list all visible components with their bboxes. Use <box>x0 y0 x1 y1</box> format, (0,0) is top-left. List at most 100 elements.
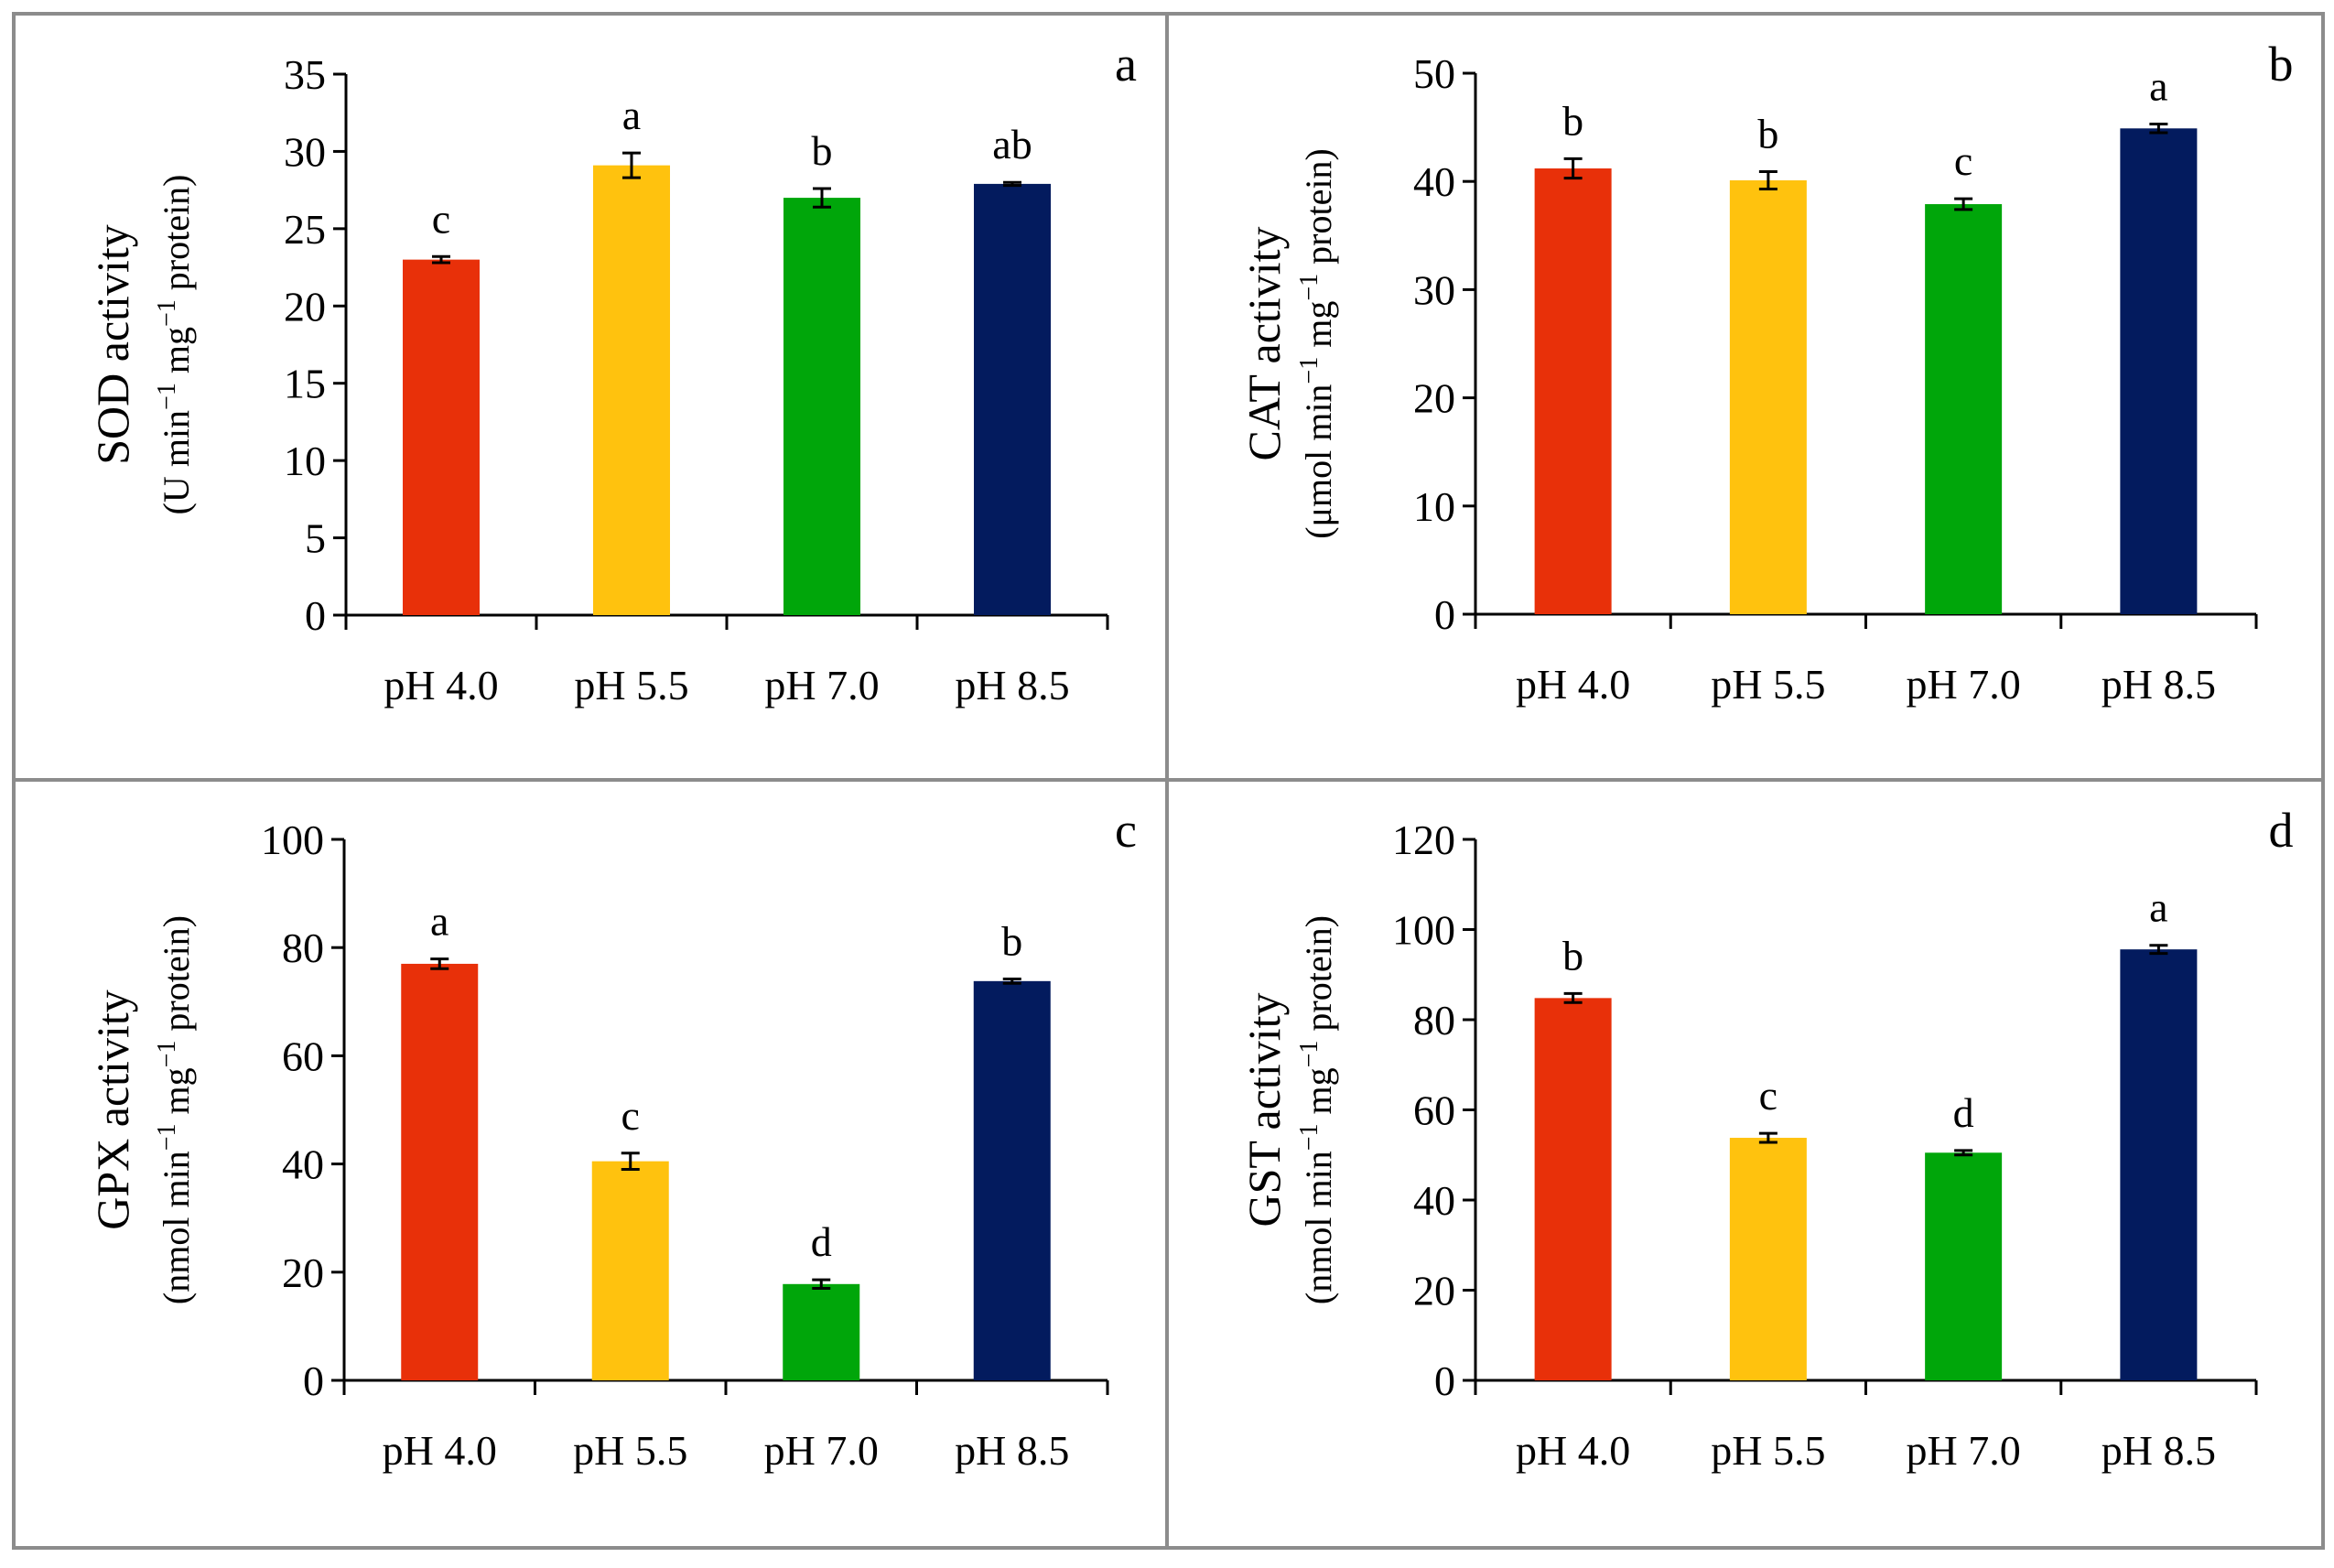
units-superscript: −1 <box>1295 1041 1324 1068</box>
y-tick-label: 0 <box>1434 591 1455 638</box>
units-text: (nmol min <box>156 1151 197 1304</box>
bar-pH-5-5 <box>593 165 670 615</box>
significance-letter: d <box>1953 1089 1974 1136</box>
x-category-label: pH 5.5 <box>574 662 688 708</box>
x-category-label: pH 5.5 <box>1711 661 1825 708</box>
y-tick-label: 0 <box>303 1357 324 1404</box>
units-superscript: −1 <box>153 383 181 410</box>
chart-panel-d: 0 20 40 60 80 100 120 b pH 4.0 c pH 5.5 d pH 7.0 a pH … <box>1238 803 2294 1474</box>
y-axis-units: (nmol min−1 mg−1 protein) <box>153 915 198 1304</box>
y-tick-label: 30 <box>284 128 326 175</box>
y-tick-label: 80 <box>282 925 324 971</box>
bar-pH-4-0 <box>401 963 479 1380</box>
significance-letter: b <box>812 127 833 174</box>
y-axis-title: GST activity <box>1238 992 1290 1227</box>
x-category-label: pH 4.0 <box>1516 661 1630 708</box>
y-tick-label: 100 <box>261 816 324 863</box>
y-tick-label: 10 <box>1413 483 1455 530</box>
units-superscript: −1 <box>1295 1123 1324 1151</box>
x-category-label: pH 8.5 <box>2102 1427 2216 1474</box>
y-axis-title: SOD activity <box>87 224 138 464</box>
units-text: (μmol min <box>1298 384 1339 539</box>
bar-pH-5-5 <box>1729 180 1807 614</box>
y-tick-label: 20 <box>282 1249 324 1296</box>
y-tick-label: 35 <box>284 51 326 98</box>
y-tick-label: 100 <box>1392 907 1455 954</box>
panel-letter: b <box>2269 37 2294 92</box>
y-tick-label: 10 <box>284 438 326 484</box>
significance-letter: a <box>430 898 448 945</box>
x-category-label: pH 7.0 <box>764 1427 879 1474</box>
y-tick-label: 40 <box>1413 1177 1455 1224</box>
y-tick-label: 40 <box>1413 158 1455 205</box>
x-category-label: pH 4.0 <box>384 662 498 708</box>
x-category-label: pH 4.0 <box>1516 1427 1630 1474</box>
units-text: protein) <box>1298 148 1339 274</box>
y-axis-units: (nmol min−1 mg−1 protein) <box>1295 915 1340 1304</box>
bar-pH-7-0 <box>1925 1152 2003 1380</box>
y-tick-label: 20 <box>1413 375 1455 422</box>
units-text: protein) <box>156 915 197 1041</box>
bar-pH-5-5 <box>591 1161 669 1380</box>
y-tick-label: 60 <box>282 1033 324 1079</box>
panel-letter: d <box>2269 803 2294 858</box>
significance-letter: ab <box>992 121 1032 168</box>
units-text: (U min <box>156 410 197 514</box>
y-axis-units: (U min−1 mg−1 protein) <box>153 175 198 515</box>
bar-pH-4-0 <box>1534 998 1612 1380</box>
y-tick-label: 5 <box>305 515 326 562</box>
y-tick-label: 20 <box>1413 1268 1455 1314</box>
panel-letter: a <box>1115 37 1137 92</box>
significance-letter: b <box>1001 917 1022 964</box>
x-category-label: pH 8.5 <box>955 662 1069 708</box>
bar-pH-7-0 <box>1925 204 2003 614</box>
units-text: mg <box>156 1067 197 1123</box>
units-text: (nmol min <box>1298 1151 1339 1304</box>
y-axis-title: CAT activity <box>1238 226 1290 460</box>
significance-letter: c <box>1759 1072 1778 1119</box>
bar-pH-8-5 <box>2120 949 2198 1380</box>
x-category-label: pH 8.5 <box>2102 661 2216 708</box>
units-text: protein) <box>156 175 197 300</box>
bar-pH-8-5 <box>973 980 1051 1380</box>
y-tick-label: 80 <box>1413 997 1455 1044</box>
units-text: mg <box>1298 301 1339 357</box>
y-tick-label: 20 <box>284 283 326 330</box>
x-category-label: pH 8.5 <box>955 1427 1069 1474</box>
y-tick-label: 120 <box>1392 816 1455 863</box>
chart-panel-b: 0 10 20 30 40 50 b pH 4.0 b pH 5.5 c pH 7.0 a pH 8.5 C… <box>1238 37 2294 708</box>
y-tick-label: 0 <box>1434 1357 1455 1404</box>
bar-pH-7-0 <box>783 198 860 616</box>
y-tick-label: 0 <box>305 592 326 639</box>
units-text: protein) <box>1298 915 1339 1041</box>
units-superscript: −1 <box>1295 357 1324 384</box>
y-tick-label: 30 <box>1413 266 1455 313</box>
y-tick-label: 15 <box>284 361 326 407</box>
chart-panel-c: 0 20 40 60 80 100 a pH 4.0 c pH 5.5 d pH 7.0 b pH 8.5… <box>87 803 1137 1474</box>
x-category-label: pH 5.5 <box>573 1427 687 1474</box>
units-superscript: −1 <box>153 1123 181 1151</box>
y-tick-label: 60 <box>1413 1087 1455 1134</box>
significance-letter: a <box>2149 884 2167 931</box>
significance-letter: b <box>1562 932 1583 979</box>
y-axis-units: (μmol min−1 mg−1 protein) <box>1295 148 1340 539</box>
y-tick-label: 25 <box>284 206 326 253</box>
bar-pH-4-0 <box>1534 168 1612 615</box>
significance-letter: c <box>621 1092 640 1139</box>
units-superscript: −1 <box>1295 274 1324 301</box>
units-text: mg <box>1298 1067 1339 1123</box>
significance-letter: d <box>811 1218 832 1265</box>
panel-letter: c <box>1115 803 1137 858</box>
units-superscript: −1 <box>153 1041 181 1068</box>
bar-pH-8-5 <box>2120 128 2198 615</box>
x-category-label: pH 5.5 <box>1711 1427 1825 1474</box>
significance-letter: a <box>622 92 641 138</box>
bar-pH-5-5 <box>1729 1138 1807 1380</box>
x-category-label: pH 7.0 <box>1907 661 2021 708</box>
y-tick-label: 50 <box>1413 50 1455 97</box>
chart-panel-a: 0 5 10 15 20 25 30 35 c pH 4.0 a pH 5.5 b pH 7.0 ab pH … <box>87 37 1137 708</box>
y-tick-label: 40 <box>282 1141 324 1188</box>
y-axis-title: GPX activity <box>87 989 138 1229</box>
